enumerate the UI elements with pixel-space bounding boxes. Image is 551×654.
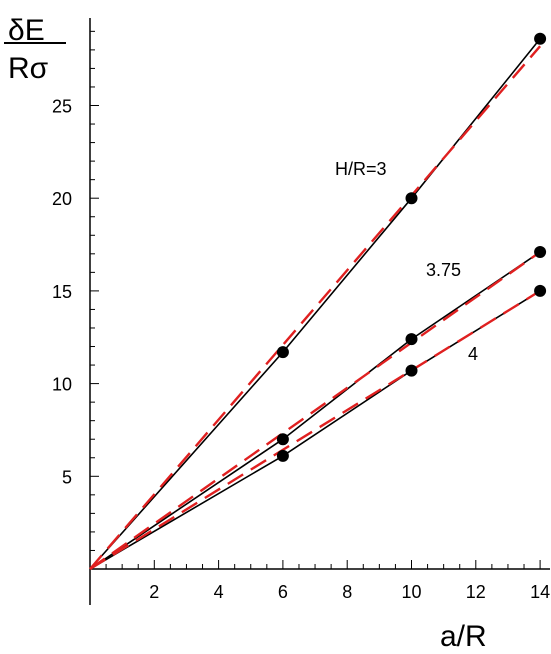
approx-series-line — [89, 289, 541, 571]
data-point — [276, 346, 289, 359]
approx-series-line — [89, 45, 542, 570]
data-point — [405, 333, 418, 346]
labels: δE Rσ a/R H/R=3 3.75 4 — [4, 14, 487, 653]
y-tick-label: 10 — [52, 375, 72, 395]
data-point — [276, 433, 289, 446]
y-axis-title-bottom: Rσ — [8, 52, 49, 85]
y-tick-label: 25 — [52, 97, 72, 117]
x-tick-label: 2 — [149, 582, 159, 602]
data-point — [534, 245, 547, 258]
data-point — [534, 32, 547, 45]
x-tick-label: 6 — [278, 582, 288, 602]
data-point — [534, 284, 547, 297]
exact-series-line — [89, 290, 541, 570]
x-tick-label: 10 — [401, 582, 421, 602]
y-tick-label: 20 — [52, 189, 72, 209]
annotation-h-r-3: H/R=3 — [335, 159, 387, 179]
exact-series-line — [89, 38, 541, 570]
x-tick-label: 4 — [214, 582, 224, 602]
annotation-3-75: 3.75 — [426, 260, 461, 280]
data-point — [405, 364, 418, 377]
axes: 2 4 6 8 10 12 14 5 10 15 20 25 — [52, 18, 550, 605]
x-tick-label: 14 — [530, 582, 550, 602]
x-axis-title: a/R — [440, 620, 487, 653]
y-tick-label: 15 — [52, 282, 72, 302]
x-tick-label: 12 — [466, 582, 486, 602]
y-tick-label: 5 — [62, 467, 72, 487]
series-lines — [89, 38, 542, 571]
annotation-4: 4 — [468, 344, 478, 364]
y-axis-title-top: δE — [8, 14, 45, 47]
approx-series-line — [89, 251, 541, 570]
x-tick-label: 8 — [342, 582, 352, 602]
data-point — [276, 449, 289, 462]
data-markers — [276, 32, 547, 462]
data-point — [405, 192, 418, 205]
